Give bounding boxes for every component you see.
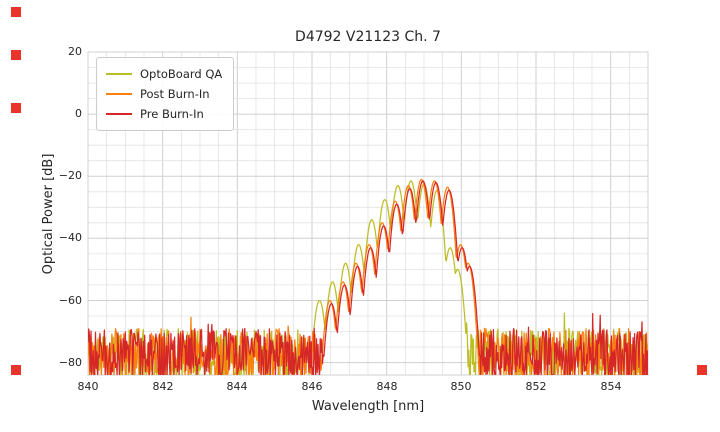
series-line-2 xyxy=(88,180,648,375)
x-tick-label: 844 xyxy=(226,380,248,393)
x-tick-label: 842 xyxy=(152,380,174,393)
x-tick-label: 852 xyxy=(525,380,547,393)
y-tick-label: 20 xyxy=(68,45,82,58)
legend-item: Pre Burn-In xyxy=(106,104,222,124)
fiducial-marker xyxy=(11,7,21,17)
x-tick-label: 840 xyxy=(77,380,99,393)
x-tick-label: 848 xyxy=(376,380,398,393)
fiducial-marker xyxy=(11,50,21,60)
y-tick-label: −20 xyxy=(58,169,82,182)
legend-label: OptoBoard QA xyxy=(140,67,223,81)
legend: OptoBoard QA Post Burn-In Pre Burn-In xyxy=(96,57,235,131)
chart-title: D4792 V21123 Ch. 7 xyxy=(295,29,441,45)
legend-line-sample-icon xyxy=(106,93,132,95)
legend-line-sample-icon xyxy=(106,73,132,75)
x-axis-label: Wavelength [nm] xyxy=(311,399,425,414)
y-tick-label: −80 xyxy=(58,356,82,369)
legend-label: Post Burn-In xyxy=(140,87,210,101)
legend-label: Pre Burn-In xyxy=(140,107,204,121)
legend-item: Post Burn-In xyxy=(106,84,222,104)
y-tick-label: −60 xyxy=(58,294,82,307)
x-tick-label: 854 xyxy=(600,380,622,393)
x-tick-label: 850 xyxy=(450,380,472,393)
x-tick-label: 846 xyxy=(301,380,323,393)
legend-item: OptoBoard QA xyxy=(106,64,222,84)
legend-line-sample-icon xyxy=(106,113,132,115)
fiducial-marker xyxy=(11,103,21,113)
fiducial-marker xyxy=(697,365,707,375)
y-axis-label: Optical Power [dB] xyxy=(41,153,56,275)
y-tick-label: 0 xyxy=(75,107,82,120)
fiducial-marker xyxy=(11,365,21,375)
y-tick-label: −40 xyxy=(58,231,82,244)
